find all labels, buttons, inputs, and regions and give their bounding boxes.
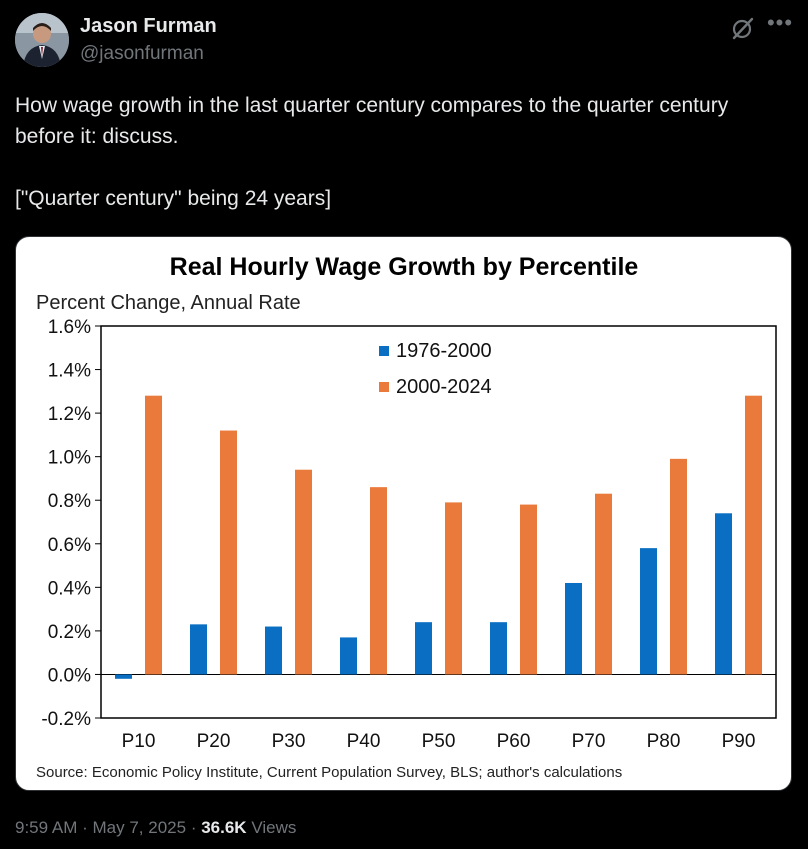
bar-2000-2024-P60	[520, 504, 537, 675]
x-tick-label: P30	[272, 731, 306, 752]
chart-title: Real Hourly Wage Growth by Percentile	[170, 253, 639, 281]
bar-1976-2000-P40	[340, 637, 357, 675]
bar-1976-2000-P10	[115, 674, 132, 679]
x-tick-label: P40	[347, 731, 381, 752]
y-tick-label: 0.8%	[48, 491, 91, 512]
meta-separator: ·	[190, 818, 197, 837]
bar-2000-2024-P70	[595, 493, 612, 675]
y-tick-label: 0.4%	[48, 578, 91, 599]
avatar-image	[15, 13, 69, 67]
tweet-media-chart[interactable]: Real Hourly Wage Growth by Percentile Pe…	[15, 236, 792, 791]
avatar[interactable]	[15, 13, 69, 67]
grok-icon[interactable]	[730, 15, 756, 41]
views-label: Views	[251, 818, 297, 837]
y-tick-label: 1.6%	[48, 317, 91, 338]
legend-swatch	[379, 346, 389, 356]
x-tick-label: P80	[647, 731, 681, 752]
tweet-text: How wage growth in the last quarter cent…	[15, 94, 729, 210]
y-tick-label: 1.2%	[48, 404, 91, 425]
bar-1976-2000-P50	[415, 622, 432, 675]
legend-label: 1976-2000	[396, 340, 492, 362]
tweet-time[interactable]: 9:59 AM	[15, 818, 78, 837]
y-axis: 1.6% 1.4% 1.2% 1.0% 0.8% 0.6% 0.4% 0.2% 0.0% -0.2…	[41, 317, 101, 730]
plot-frame	[100, 325, 777, 719]
y-tick-label: 1.4%	[48, 361, 91, 382]
y-tick-label: 0.0%	[48, 665, 91, 686]
x-tick-label: P50	[422, 731, 456, 752]
y-tick-label: 0.2%	[48, 622, 91, 643]
bar-2000-2024-P40	[370, 487, 387, 675]
bars	[115, 395, 762, 679]
bar-1976-2000-P20	[190, 624, 207, 675]
y-tick-label: -0.2%	[41, 709, 91, 730]
chart-ylabel: Percent Change, Annual Rate	[36, 292, 301, 314]
bar-2000-2024-P10	[145, 395, 162, 675]
x-tick-label: P60	[497, 731, 531, 752]
bar-1976-2000-P70	[565, 582, 582, 675]
x-tick-label: P20	[197, 731, 231, 752]
chart-source: Source: Economic Policy Institute, Curre…	[36, 764, 622, 781]
bar-1976-2000-P80	[640, 548, 657, 675]
x-tick-label: P10	[122, 731, 156, 752]
meta-separator: ·	[82, 818, 88, 837]
bar-1976-2000-P60	[490, 622, 507, 675]
y-tick-label: 1.0%	[48, 448, 91, 469]
bar-2000-2024-P80	[670, 458, 687, 675]
views-count: 36.6K	[201, 818, 247, 837]
bar-1976-2000-P90	[715, 513, 732, 675]
x-axis: P10 P20 P30 P40 P50 P60 P70 P80 P90	[122, 731, 756, 752]
legend-swatch	[379, 382, 389, 392]
chart-svg: Real Hourly Wage Growth by Percentile Pe…	[36, 253, 777, 781]
tweet-date[interactable]: May 7, 2025	[92, 818, 187, 837]
x-tick-label: P70	[572, 731, 606, 752]
more-icon[interactable]: •••	[766, 10, 794, 35]
author-handle[interactable]: @jasonfurman	[80, 43, 204, 64]
bar-1976-2000-P30	[265, 626, 282, 675]
bar-2000-2024-P90	[745, 395, 762, 675]
bar-2000-2024-P30	[295, 469, 312, 675]
y-tick-label: 0.6%	[48, 535, 91, 556]
x-tick-label: P90	[722, 731, 756, 752]
author-name[interactable]: Jason Furman	[80, 15, 217, 37]
bar-2000-2024-P20	[220, 430, 237, 675]
legend-label: 2000-2024	[396, 376, 492, 398]
tweet-meta: 9:59 AM · May 7, 2025 · 36.6K Views	[15, 818, 296, 838]
bar-2000-2024-P50	[445, 502, 462, 675]
legend: 1976-2000 2000-2024	[379, 340, 492, 398]
